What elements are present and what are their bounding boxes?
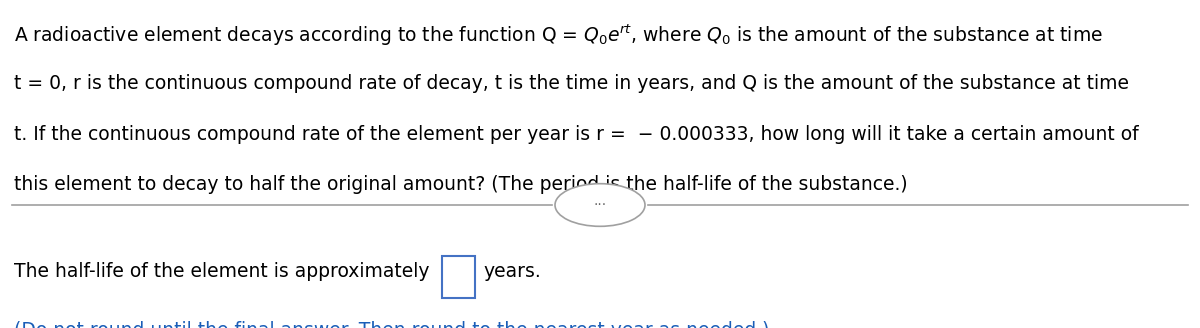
Text: years.: years. xyxy=(484,262,541,281)
Text: ···: ··· xyxy=(594,198,606,212)
Text: The half-life of the element is approximately: The half-life of the element is approxim… xyxy=(14,262,430,281)
Text: A radioactive element decays according to the function Q = $Q_0e^{rt}$, where $Q: A radioactive element decays according t… xyxy=(14,23,1103,49)
Text: this element to decay to half the original amount? (The period is the half-life : this element to decay to half the origin… xyxy=(14,175,908,195)
Text: t = 0, r is the continuous compound rate of decay, t is the time in years, and Q: t = 0, r is the continuous compound rate… xyxy=(14,74,1129,93)
Text: (Do not round until the final answer. Then round to the nearest year as needed.): (Do not round until the final answer. Th… xyxy=(14,321,775,328)
Text: t. If the continuous compound rate of the element per year is r =  − 0.000333, h: t. If the continuous compound rate of th… xyxy=(14,125,1139,144)
Ellipse shape xyxy=(554,184,646,226)
FancyBboxPatch shape xyxy=(442,256,475,298)
